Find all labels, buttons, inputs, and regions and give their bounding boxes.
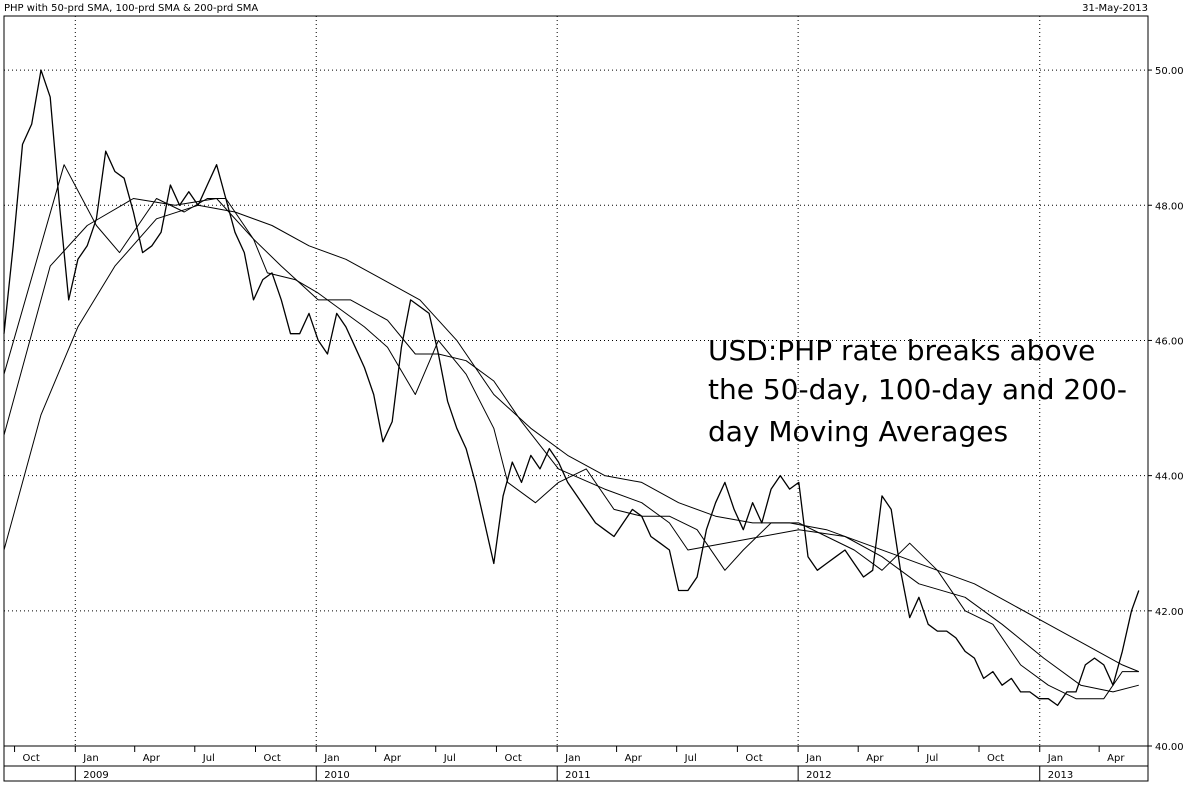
y-tick-label: 40.00 bbox=[1155, 742, 1184, 753]
y-tick-label: 50.00 bbox=[1155, 66, 1184, 77]
axis-ticks: 40.00 42.00 44.00 46.00 48.00 50.00 Oct Jan Apr J… bbox=[14, 66, 1184, 781]
x-tick-label: Jan bbox=[805, 753, 821, 764]
x-tick-label: Apr bbox=[1107, 753, 1125, 764]
plot-border bbox=[3, 15, 1149, 782]
y-tick-label: 44.00 bbox=[1155, 472, 1184, 483]
annotation-line-3: day Moving Averages bbox=[708, 415, 1008, 448]
year-tick-label: 2013 bbox=[1048, 770, 1073, 781]
x-tick-label: Oct bbox=[504, 753, 521, 764]
year-tick-label: 2010 bbox=[324, 770, 349, 781]
y-tick-label: 42.00 bbox=[1155, 607, 1184, 618]
x-tick-label: Oct bbox=[987, 753, 1004, 764]
series-layer bbox=[3, 69, 1140, 707]
x-tick-label: Jul bbox=[202, 753, 215, 764]
x-tick-label: Oct bbox=[745, 753, 762, 764]
x-tick-label: Apr bbox=[866, 753, 884, 764]
x-tick-label: Jan bbox=[323, 753, 339, 764]
sma-50-line bbox=[3, 164, 1139, 700]
price-line bbox=[3, 69, 1140, 707]
x-tick-label: Apr bbox=[625, 753, 643, 764]
sma-200-line bbox=[3, 204, 1139, 673]
year-tick-label: 2009 bbox=[83, 770, 108, 781]
x-tick-label: Oct bbox=[264, 753, 281, 764]
x-tick-label: Jul bbox=[684, 753, 697, 764]
annotation-line-2: the 50-day, 100-day and 200- bbox=[708, 373, 1127, 406]
sma-100-line bbox=[3, 198, 1139, 693]
x-tick-label: Oct bbox=[23, 753, 40, 764]
x-tick-label: Apr bbox=[143, 753, 161, 764]
x-tick-label: Jan bbox=[1047, 753, 1063, 764]
year-tick-label: 2011 bbox=[565, 770, 590, 781]
x-tick-label: Jan bbox=[564, 753, 580, 764]
chart-date: 31-May-2013 bbox=[1082, 3, 1148, 14]
y-tick-label: 48.00 bbox=[1155, 201, 1184, 212]
year-tick-label: 2012 bbox=[806, 770, 831, 781]
chart-title: PHP with 50-prd SMA, 100-prd SMA & 200-p… bbox=[4, 3, 258, 14]
x-tick-label: Jul bbox=[443, 753, 456, 764]
x-tick-label: Jul bbox=[925, 753, 938, 764]
x-tick-label: Apr bbox=[384, 753, 402, 764]
annotation-line-1: USD:PHP rate breaks above bbox=[708, 334, 1095, 367]
x-tick-label: Jan bbox=[82, 753, 98, 764]
y-tick-label: 46.00 bbox=[1155, 336, 1184, 347]
